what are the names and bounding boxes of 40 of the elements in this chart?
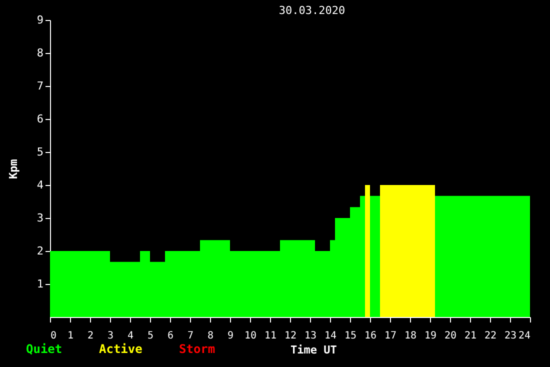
x-tick-label: 10 — [244, 330, 257, 342]
y-tick-label: 2 — [36, 244, 44, 258]
x-tick-label: 3 — [107, 330, 114, 342]
x-tick-label: 15 — [344, 330, 357, 342]
chart-title: 30.03.2020 — [278, 4, 346, 17]
legend-label: Storm — [179, 342, 216, 356]
x-tick-label: 9 — [227, 330, 234, 342]
text: Active — [99, 342, 142, 356]
x-tick-label: 12 — [284, 330, 297, 342]
x-tick-label: 7 — [187, 330, 194, 342]
x-tick-label: 14 — [324, 330, 337, 342]
x-tick-label: 5 — [147, 330, 154, 342]
x-tick-label: 6 — [167, 330, 174, 342]
x-tick-label: 21 — [464, 330, 477, 342]
y-tick-label: 1 — [36, 278, 44, 290]
y-tick-label: 7 — [36, 80, 44, 92]
y-tick-label: 5 — [36, 146, 44, 158]
text: Quiet — [26, 342, 62, 356]
x-tick-label: 23 — [504, 330, 517, 342]
x-tick-label: 19 — [424, 330, 437, 342]
x-tick-label: 17 — [384, 330, 397, 342]
x-tick-label: 11 — [264, 330, 277, 342]
x-tick-label: 22 — [484, 330, 497, 342]
x-tick-label: 18 — [404, 330, 417, 342]
y-tick-label: 8 — [36, 46, 44, 60]
x-tick-label: 16 — [364, 330, 377, 342]
x-tick-label: 2 — [87, 330, 94, 342]
x-tick-label: 4 — [127, 330, 134, 342]
x-tick-label: 13 — [304, 330, 317, 342]
x-tick-label: 24 — [518, 330, 530, 342]
y-tick-label: 9 — [36, 14, 44, 26]
y-axis-title: Kpm — [6, 158, 20, 179]
y-tick-label: 4 — [36, 178, 44, 192]
x-tick-label: 8 — [207, 330, 214, 342]
y-tick-label: 3 — [36, 212, 44, 224]
x-tick-label: 1 — [67, 330, 74, 342]
x-axis-title: Time UT — [290, 344, 338, 356]
x-tick-label: 20 — [444, 330, 457, 342]
x-tick-label: 0 — [50, 330, 57, 342]
y-tick-label: 6 — [36, 112, 44, 126]
